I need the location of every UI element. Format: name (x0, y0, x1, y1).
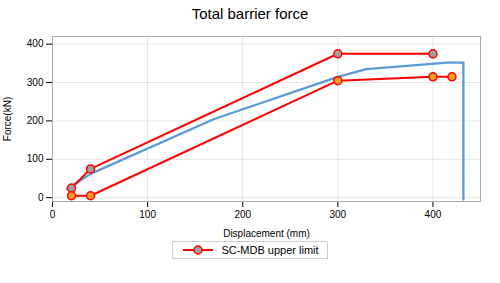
svg-text:Force(kN): Force(kN) (2, 97, 13, 141)
svg-text:300: 300 (27, 77, 44, 88)
svg-text:Displacement (mm): Displacement (mm) (223, 228, 310, 239)
svg-text:0: 0 (38, 192, 44, 203)
html-text:SC-MDB upper limit: SC-MDB upper limit (221, 244, 319, 256)
svg-text:0: 0 (50, 209, 56, 220)
svg-text:100: 100 (139, 209, 156, 220)
svg-text:300: 300 (329, 209, 346, 220)
svg-text:200: 200 (234, 209, 251, 220)
html-text:Total barrier force: Total barrier force (191, 5, 309, 22)
svg-text:100: 100 (27, 153, 44, 164)
svg-text:400: 400 (425, 209, 442, 220)
svg-text:400: 400 (27, 38, 44, 49)
svg-text:200: 200 (27, 115, 44, 126)
